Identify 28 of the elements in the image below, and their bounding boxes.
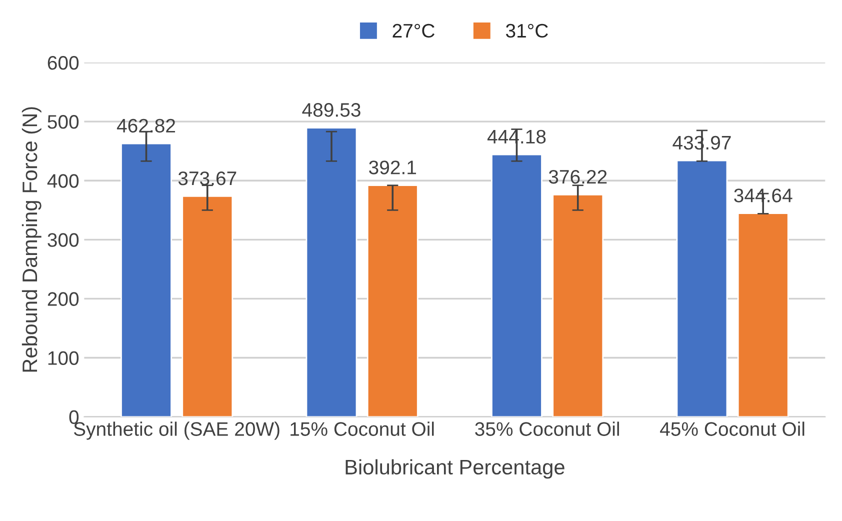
bar: [182, 195, 234, 417]
x-tick-label: Synthetic oil (SAE 20W): [74, 422, 280, 440]
x-tick-label: 15% Coconut Oil: [290, 422, 434, 436]
legend-label: 27°C: [392, 24, 434, 38]
y-tick-label: 300: [48, 233, 79, 247]
y-tick-label: 0: [69, 410, 79, 424]
y-tick-label: 100: [48, 351, 79, 365]
data-label: 373.67: [178, 171, 236, 186]
data-label: 489.53: [302, 103, 360, 117]
y-tick-label: 500: [48, 115, 79, 129]
data-label: 376.22: [548, 170, 607, 184]
bar: [737, 212, 789, 417]
legend-label: 31°C: [506, 24, 548, 38]
y-tick-label: 200: [48, 292, 79, 306]
y-axis-title: Rebound Damping Force (N): [22, 107, 42, 372]
data-label: 392.1: [369, 160, 416, 174]
bar: [552, 194, 604, 417]
y-tick-label: 400: [47, 174, 79, 188]
bar: [676, 160, 728, 417]
bar: [366, 184, 418, 417]
bar: [491, 154, 542, 417]
bar: [306, 127, 358, 417]
x-tick-label: 35% Coconut Oil: [475, 422, 619, 436]
y-tick-label: 600: [48, 56, 79, 70]
data-label: 462.82: [116, 118, 176, 133]
x-tick-label: 45% Coconut Oil: [660, 422, 804, 436]
x-axis-title: Biolubricant Percentage: [346, 459, 564, 479]
bar: [120, 142, 172, 417]
